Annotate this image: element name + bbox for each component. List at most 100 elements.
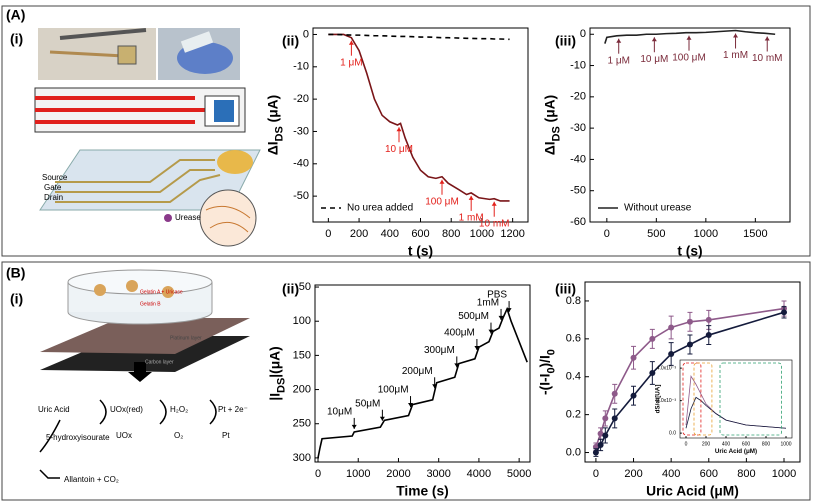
x-tick-label: 200 bbox=[702, 441, 711, 447]
y-axis-label-part: DS bbox=[273, 126, 285, 141]
plot-frame bbox=[589, 27, 791, 223]
arrow-head bbox=[651, 37, 657, 42]
plot-frame bbox=[679, 359, 793, 439]
y-tick-label: 300 bbox=[293, 452, 311, 464]
panel-label: (A) bbox=[6, 7, 25, 23]
chart: (ii) 0 200 400 600 800 1000 1200 0 -10 -20 -30 -40 -5… bbox=[265, 27, 529, 258]
scheme-text: Pt + 2e⁻ bbox=[218, 405, 248, 414]
y-tick-label: -30 bbox=[293, 125, 309, 137]
y-axis-label: dS/dt[UA] bbox=[654, 385, 661, 414]
chart: (iii) 0 500 1000 1500 0 -10 -20 -30 -40 -50 -60 t (s… bbox=[542, 27, 791, 258]
annotation: 1 μM bbox=[340, 57, 362, 68]
y-tick-label: -40 bbox=[570, 153, 586, 165]
data-point bbox=[781, 309, 788, 316]
y-tick-label: -50 bbox=[570, 185, 586, 197]
annotation: 100μM bbox=[378, 385, 409, 396]
plot-frame bbox=[312, 27, 529, 223]
scheme-text: Pt bbox=[222, 431, 230, 440]
y-tick-label: -10 bbox=[293, 61, 309, 73]
electrode-label: Gate bbox=[44, 183, 62, 192]
annotation: 1 mM bbox=[723, 50, 748, 61]
x-tick-label: 1500 bbox=[743, 228, 767, 240]
x-tick-label: 1000 bbox=[694, 228, 718, 240]
panel-sublabel: (i) bbox=[10, 31, 23, 47]
data-point bbox=[668, 324, 675, 331]
data-point bbox=[602, 432, 609, 439]
y-tick-label: -20 bbox=[293, 93, 309, 105]
scheme-text: UOx(red) bbox=[110, 405, 143, 414]
x-tick-label: 800 bbox=[737, 468, 755, 480]
arrow-head bbox=[474, 345, 480, 350]
y-tick-label: 0.2 bbox=[566, 409, 581, 421]
series-line bbox=[328, 33, 510, 202]
electrode-label: Drain bbox=[44, 193, 63, 202]
chart-label: (iii) bbox=[555, 281, 576, 297]
x-axis-label: t (s) bbox=[677, 243, 702, 258]
y-tick-label: -20 bbox=[570, 91, 586, 103]
y-axis-label-part: ΔI bbox=[542, 141, 557, 155]
arrow-head bbox=[468, 195, 474, 200]
y-axis-label-part: )/I bbox=[537, 355, 552, 367]
y-axis-label-part: DS bbox=[275, 378, 287, 393]
x-tick-label: 0 bbox=[685, 441, 688, 447]
data-point bbox=[686, 318, 693, 325]
annotation: 1mM bbox=[477, 298, 499, 309]
y-tick-label: 150 bbox=[293, 349, 311, 361]
data-point bbox=[597, 430, 604, 437]
y-tick-label: 2.0x10⁻³ bbox=[657, 398, 677, 404]
scheme-text: UOx bbox=[116, 431, 132, 440]
x-tick-label: 600 bbox=[742, 441, 751, 447]
arrow-head bbox=[379, 416, 385, 421]
arrow-head bbox=[408, 403, 414, 408]
panel-sublabel: (i) bbox=[10, 291, 23, 307]
arrow-head bbox=[351, 424, 357, 429]
data-point bbox=[668, 351, 675, 357]
chart-label: (iii) bbox=[555, 33, 576, 49]
y-tick-label: -40 bbox=[293, 158, 309, 170]
arrow-head bbox=[432, 384, 438, 389]
x-tick-label: 1000 bbox=[470, 228, 494, 240]
data-point bbox=[705, 316, 712, 323]
y-axis-label-part: ΔI bbox=[265, 141, 280, 155]
y-tick-label: 0.0 bbox=[669, 430, 676, 436]
dish-label: Gelatin B bbox=[140, 301, 161, 307]
annotation: 400μM bbox=[444, 328, 475, 339]
data-point bbox=[611, 390, 618, 397]
annotation: 10 μM bbox=[385, 144, 413, 155]
annotation: 200μM bbox=[402, 366, 433, 377]
arrow-head bbox=[686, 35, 692, 40]
y-axis-label-part: |(μA) bbox=[267, 346, 282, 377]
inset-region bbox=[719, 362, 782, 436]
legend-label: No urea added bbox=[347, 203, 413, 214]
data-point bbox=[602, 415, 609, 422]
y-tick-label: 0.6 bbox=[566, 333, 581, 345]
annotation: 10 mM bbox=[479, 218, 510, 229]
y-axis-label: -(I-I0)/I0 bbox=[537, 349, 557, 395]
x-tick-label: 1200 bbox=[500, 228, 524, 240]
arrow-head bbox=[491, 201, 497, 206]
dish-label: Gelatin A + Uricase bbox=[140, 289, 183, 295]
arrow-head bbox=[454, 363, 460, 368]
inset-region bbox=[693, 362, 713, 436]
y-axis-label-part: |I bbox=[267, 393, 282, 401]
chart: 0 200 400 600 800 1000 0.0 2.0x10⁻³ 4.0x10⁻³ Uric… bbox=[654, 359, 793, 455]
y-tick-label: 0.8 bbox=[566, 295, 581, 307]
chart-label: (ii) bbox=[282, 33, 299, 49]
y-axis-label-part: (μA) bbox=[542, 95, 557, 126]
annotation: 10μM bbox=[327, 407, 352, 418]
data-point bbox=[630, 354, 637, 361]
x-tick-label: 0 bbox=[604, 228, 610, 240]
electrode-label: Source bbox=[42, 173, 68, 182]
panel-a-frame bbox=[1, 5, 811, 257]
x-tick-label: 4000 bbox=[467, 468, 491, 480]
y-axis-label-part: 0 bbox=[545, 349, 557, 355]
x-tick-label: 1000 bbox=[772, 468, 796, 480]
x-tick-label: 800 bbox=[762, 441, 771, 447]
y-axis-label: ΔIDS (μA) bbox=[265, 95, 285, 155]
x-tick-label: 0 bbox=[593, 468, 599, 480]
layer-label: Carbon layer bbox=[145, 359, 174, 365]
y-tick-label: 50 bbox=[299, 281, 311, 293]
x-axis-label: Uric Acid (μM) bbox=[646, 483, 739, 498]
sensor-layers bbox=[40, 269, 250, 382]
annotation: 10 mM bbox=[752, 53, 783, 64]
